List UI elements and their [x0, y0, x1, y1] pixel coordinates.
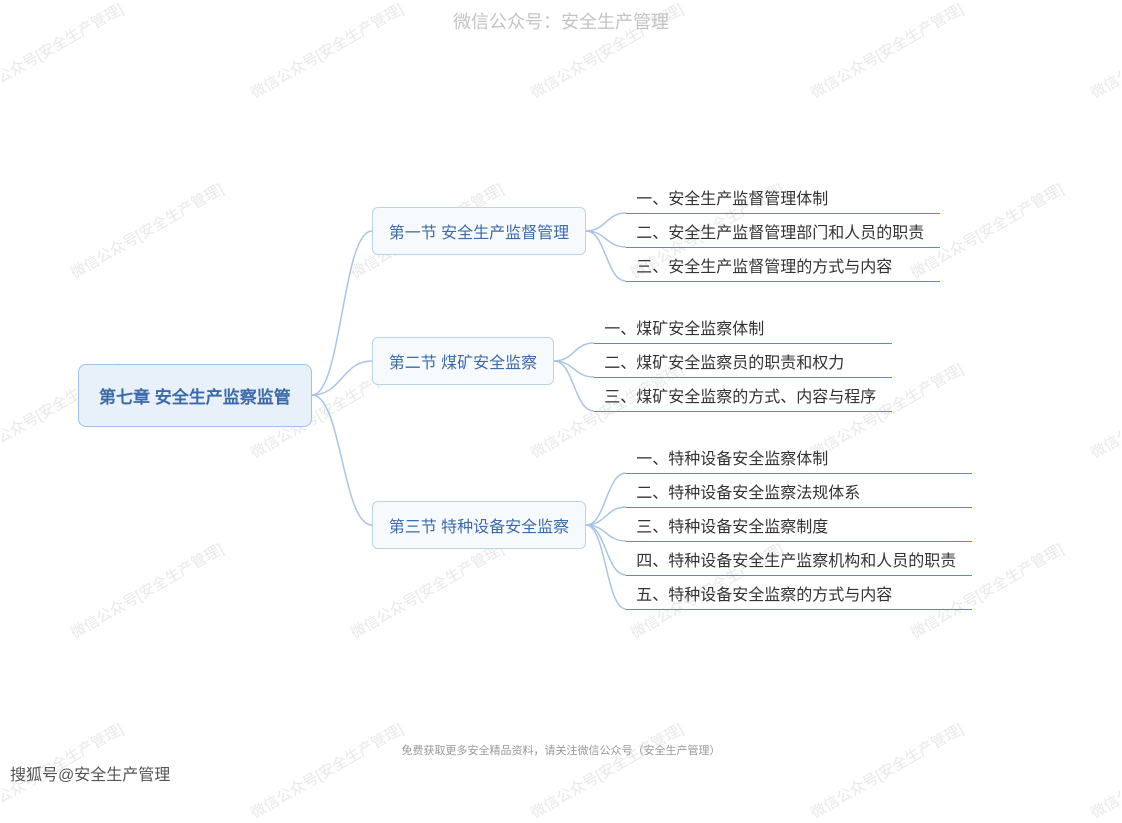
root-node: 第七章 安全生产监察监管 — [78, 364, 312, 427]
watermark: 微信公众号[安全生产管理] — [1086, 0, 1122, 103]
section-node: 第三节 特种设备安全监察 — [372, 501, 586, 549]
leaves-column: 一、特种设备安全监察体制二、特种设备安全监察法规体系三、特种设备安全监察制度四、… — [626, 440, 972, 610]
leaf-node: 二、特种设备安全监察法规体系 — [626, 474, 972, 508]
leaf-node: 二、煤矿安全监察员的职责和权力 — [594, 344, 892, 378]
watermark: 微信公众号[安全生产管理] — [806, 718, 967, 823]
leaf-node: 二、安全生产监督管理部门和人员的职责 — [626, 214, 940, 248]
leaf-node: 三、安全生产监督管理的方式与内容 — [626, 248, 940, 282]
leaf-node: 五、特种设备安全监察的方式与内容 — [626, 576, 972, 610]
connector-section — [586, 440, 626, 610]
sections-column: 第一节 安全生产监督管理一、安全生产监督管理体制二、安全生产监督管理部门和人员的… — [372, 180, 972, 610]
leaves-column: 一、安全生产监督管理体制二、安全生产监督管理部门和人员的职责三、安全生产监督管理… — [626, 180, 940, 282]
leaf-node: 一、安全生产监督管理体制 — [626, 180, 940, 214]
watermark: 微信公众号[安全生产管理] — [806, 0, 967, 103]
section-row: 第二节 煤矿安全监察一、煤矿安全监察体制二、煤矿安全监察员的职责和权力三、煤矿安… — [372, 310, 972, 412]
leaves-column: 一、煤矿安全监察体制二、煤矿安全监察员的职责和权力三、煤矿安全监察的方式、内容与… — [594, 310, 892, 412]
section-node: 第一节 安全生产监督管理 — [372, 207, 586, 255]
watermark: 微信公众号[安全生产管理] — [1086, 358, 1122, 463]
connector-section — [586, 180, 626, 282]
leaf-node: 四、特种设备安全生产监察机构和人员的职责 — [626, 542, 972, 576]
connector-section — [554, 310, 594, 412]
section-row: 第三节 特种设备安全监察一、特种设备安全监察体制二、特种设备安全监察法规体系三、… — [372, 440, 972, 610]
leaf-node: 三、特种设备安全监察制度 — [626, 508, 972, 542]
mindmap-container: 第七章 安全生产监察监管 第一节 安全生产监督管理一、安全生产监督管理体制二、安… — [78, 180, 972, 610]
connector-root — [312, 180, 372, 610]
footer-text: 免费获取更多安全精品资料，请关注微信公众号（安全生产管理） — [402, 742, 721, 758]
leaf-node: 一、特种设备安全监察体制 — [626, 440, 972, 474]
watermark: 微信公众号[安全生产管理] — [246, 0, 407, 103]
watermark: 微信公众号[安全生产管理] — [1086, 718, 1122, 823]
section-node: 第二节 煤矿安全监察 — [372, 337, 554, 385]
watermark: 微信公众号[安全生产管理] — [526, 718, 687, 823]
section-row: 第一节 安全生产监督管理一、安全生产监督管理体制二、安全生产监督管理部门和人员的… — [372, 180, 972, 282]
attribution-text: 搜狐号@安全生产管理 — [10, 761, 170, 785]
watermark: 微信公众号[安全生产管理] — [0, 0, 127, 103]
header-watermark: 微信公众号：安全生产管理 — [453, 8, 669, 34]
leaf-node: 三、煤矿安全监察的方式、内容与程序 — [594, 378, 892, 412]
watermark: 微信公众号[安全生产管理] — [246, 718, 407, 823]
leaf-node: 一、煤矿安全监察体制 — [594, 310, 892, 344]
